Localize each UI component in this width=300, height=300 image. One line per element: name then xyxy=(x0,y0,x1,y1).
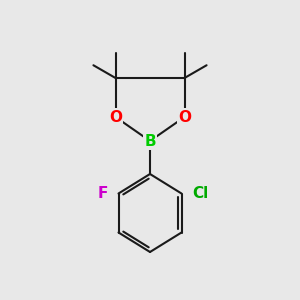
Text: F: F xyxy=(98,186,108,201)
Text: Cl: Cl xyxy=(192,186,208,201)
Text: B: B xyxy=(144,134,156,148)
Text: O: O xyxy=(109,110,122,124)
Text: O: O xyxy=(178,110,191,124)
